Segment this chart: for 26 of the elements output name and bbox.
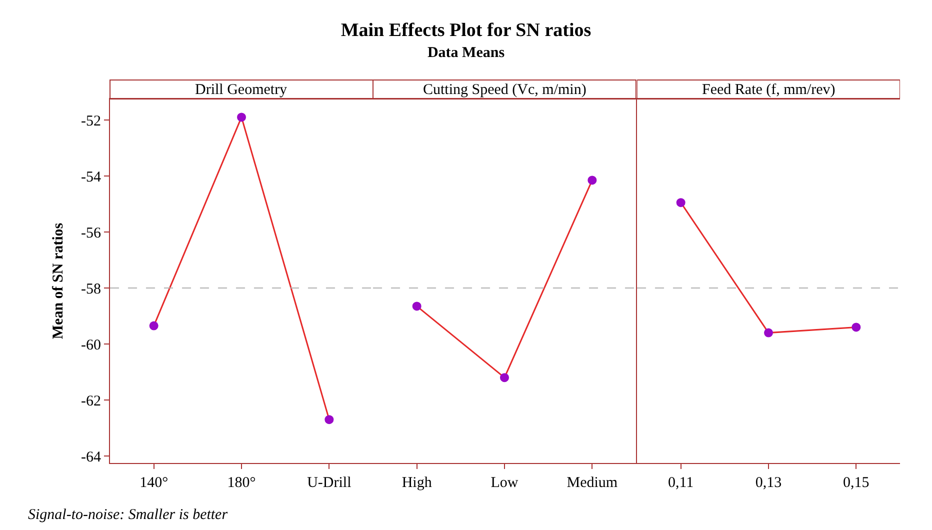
x-tick-label: 140°: [140, 475, 168, 491]
y-tick-label: -56: [81, 225, 102, 242]
point: [324, 415, 334, 424]
y-tick-label: -60: [81, 337, 101, 354]
point: [237, 112, 246, 122]
y-tick-label: -54: [81, 169, 102, 186]
y-tick-label: -58: [81, 281, 101, 298]
x-tick-label: 180°: [227, 475, 256, 491]
x-tick-label: U-Drill: [307, 475, 352, 491]
point: [149, 321, 158, 330]
chart-title: Cutting Speed (Vc, m/min): [423, 82, 587, 98]
y-tick-label: -62: [81, 393, 101, 410]
y-tick-label: -64: [81, 449, 102, 466]
text: Main Effects Plot for SN ratios: [340, 20, 592, 42]
x-tick-label: 0,15: [842, 475, 869, 491]
x-tick-label: High: [402, 475, 433, 491]
x-tick-label: 0,11: [668, 475, 694, 491]
text: Data Means: [426, 45, 506, 62]
x-tick-label: Low: [491, 475, 519, 491]
chart-title: Drill Geometry: [195, 82, 288, 98]
text: Signal-to-noise: Smaller is better: [28, 507, 228, 524]
x-tick-label: 0,13: [755, 475, 782, 491]
y-tick-label: -52: [81, 113, 101, 130]
chart-title: Feed Rate (f, mm/rev): [702, 82, 835, 98]
y-axis-title: Mean of SN ratios: [50, 222, 66, 340]
x-tick-label: Medium: [567, 475, 618, 491]
